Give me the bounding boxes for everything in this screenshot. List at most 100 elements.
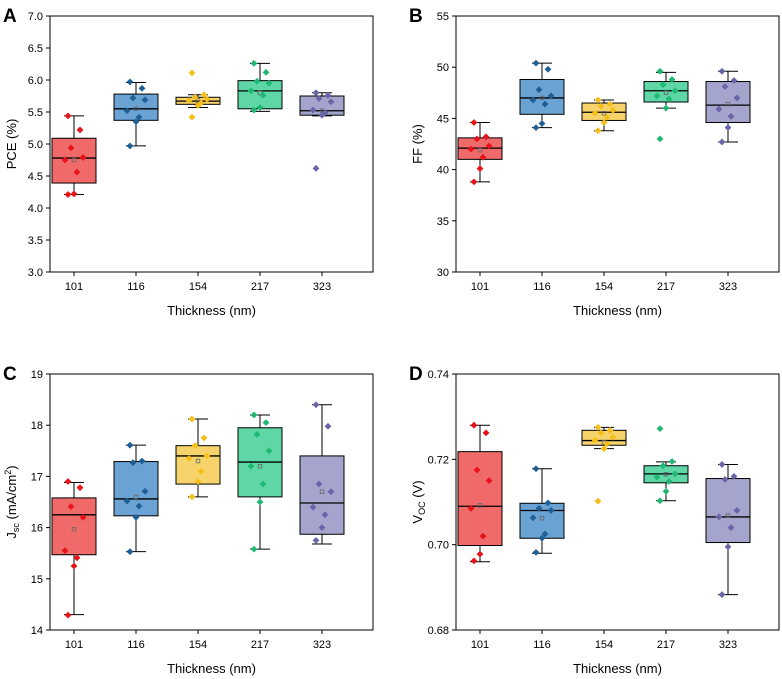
data-point — [188, 69, 196, 77]
data-point — [129, 94, 137, 102]
data-point — [609, 433, 617, 441]
data-point — [126, 78, 134, 86]
data-point — [721, 83, 729, 91]
panel-letter: B — [409, 6, 423, 27]
data-point — [253, 77, 261, 85]
x-axis-title: Thickness (nm) — [167, 303, 256, 318]
iqr-box — [299, 455, 345, 535]
data-point — [141, 487, 149, 495]
data-point — [250, 545, 258, 553]
data-point — [76, 126, 84, 134]
data-point — [126, 548, 134, 556]
data-point — [470, 421, 478, 429]
mean-marker — [319, 489, 325, 494]
plot-frame — [455, 373, 780, 631]
data-point — [265, 79, 273, 87]
data-point — [318, 524, 326, 531]
mean-marker — [71, 157, 77, 163]
data-point — [126, 142, 134, 150]
data-point — [662, 104, 670, 112]
y-tick-label: 3.0 — [28, 267, 43, 279]
data-point — [718, 67, 726, 75]
data-point — [485, 477, 493, 485]
data-point — [470, 557, 478, 565]
mean-marker — [133, 106, 139, 111]
y-tick-label: 55 — [437, 11, 449, 23]
data-point — [529, 96, 537, 104]
y-tick-label: 30 — [437, 267, 449, 279]
data-point — [203, 452, 211, 460]
data-point — [597, 429, 605, 437]
box-217 — [237, 59, 283, 114]
data-point — [188, 493, 196, 501]
box-116 — [113, 78, 159, 150]
box-101 — [51, 478, 97, 619]
data-point — [659, 81, 667, 89]
x-tick-label: 101 — [471, 639, 489, 651]
data-point — [730, 473, 738, 480]
y-tick-label: 6.5 — [28, 43, 43, 55]
data-point — [64, 112, 72, 120]
data-point — [126, 441, 134, 449]
box-154 — [581, 423, 627, 505]
data-point — [64, 611, 72, 619]
data-point — [123, 497, 131, 505]
data-point — [247, 462, 255, 470]
data-point — [718, 591, 726, 598]
data-point — [721, 475, 729, 483]
iqr-box — [113, 461, 159, 517]
x-axis-title: Thickness (nm) — [573, 661, 662, 676]
data-point — [129, 459, 137, 466]
y-tick-label: 35 — [437, 216, 449, 228]
y-tick-label: 18 — [31, 420, 43, 432]
y-tick-label: 7.0 — [28, 11, 43, 23]
mean-marker — [257, 463, 263, 469]
data-point — [733, 507, 741, 514]
panel-C: C 14 15 16 17 18 19 101 116 154 217 323 Thickness (n… — [3, 364, 374, 676]
x-tick-label: 217 — [657, 281, 675, 293]
data-point — [141, 96, 149, 104]
data-point — [467, 505, 475, 512]
mean-marker — [195, 458, 201, 464]
iqr-box — [175, 445, 221, 485]
data-point — [123, 107, 131, 115]
data-point — [132, 118, 140, 125]
y-tick-label: 5.5 — [28, 107, 43, 119]
x-tick-label: 101 — [471, 281, 489, 293]
box-101 — [457, 119, 503, 186]
x-tick-label: 323 — [313, 281, 331, 293]
data-point — [668, 458, 676, 465]
x-tick-label: 154 — [189, 281, 207, 293]
mean-marker — [725, 513, 731, 518]
data-point — [597, 102, 605, 110]
data-point — [591, 109, 599, 117]
data-point — [671, 87, 679, 95]
data-point — [467, 145, 475, 153]
y-tick-label: 16 — [31, 523, 43, 535]
mean-marker — [133, 494, 139, 500]
data-point — [61, 156, 69, 164]
box-116 — [113, 441, 159, 556]
data-point — [135, 113, 143, 121]
panel-D: D 0.68 0.70 0.72 0.74 101 116 154 217 323 Thicknes… — [409, 364, 780, 676]
data-point — [265, 447, 273, 455]
data-point — [541, 530, 549, 538]
data-point — [70, 190, 78, 198]
data-point — [194, 478, 202, 485]
data-point — [653, 473, 661, 481]
data-point — [327, 488, 335, 496]
data-point — [482, 133, 490, 141]
x-tick-label: 323 — [719, 281, 737, 293]
data-point — [479, 532, 487, 540]
data-point — [544, 65, 552, 73]
data-point — [662, 487, 670, 495]
data-point — [64, 191, 72, 198]
y-axis-title: Jsc (mA/cm2) — [3, 465, 21, 538]
data-point — [73, 554, 81, 562]
iqr-box — [519, 502, 565, 539]
box-217 — [237, 411, 283, 553]
data-point — [538, 120, 546, 127]
y-tick-label: 4.0 — [28, 203, 43, 215]
data-point — [715, 105, 723, 113]
